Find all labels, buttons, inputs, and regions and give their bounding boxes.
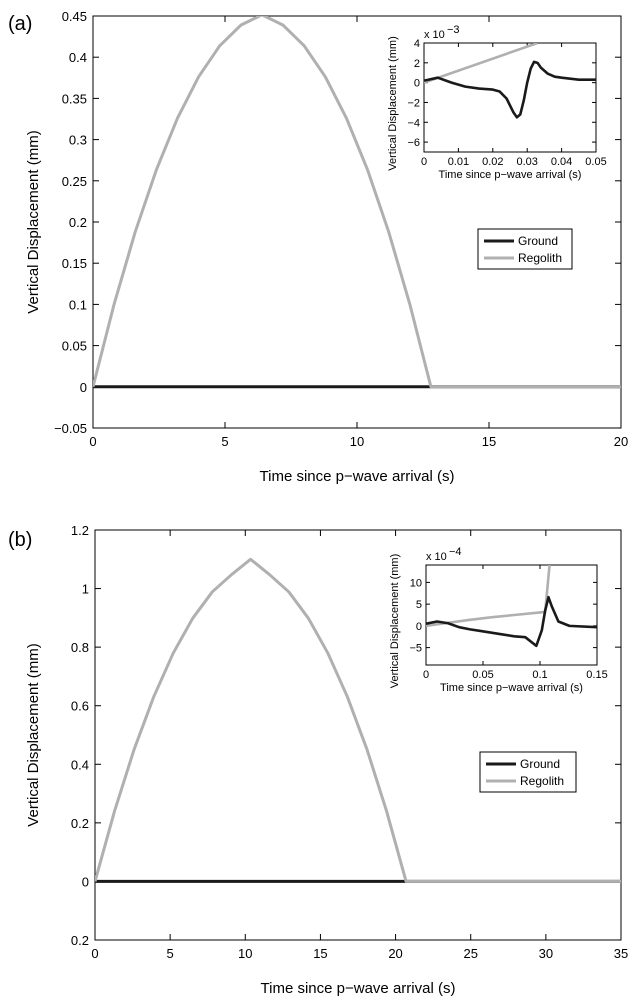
chart1-inset-exponent-power: −3	[447, 24, 460, 36]
chart2-inset-xtick-label: 0.15	[586, 669, 607, 681]
chart2-xtick-label: 25	[463, 946, 477, 961]
chart1-legend	[477, 228, 573, 270]
chart2-xtick-label: 30	[539, 946, 553, 961]
chart2-inset-series-ground	[426, 595, 597, 648]
chart2-ytick-label: 0.8	[71, 640, 89, 655]
chart2-inset-xtick-label: 0.05	[472, 669, 493, 681]
chart1-xtick-label: 20	[614, 434, 628, 449]
chart2-ytick-label: 0	[82, 874, 89, 889]
chart1-inset-ytick-label: 4	[414, 38, 420, 50]
chart1-inset-exponent: x 10	[424, 29, 445, 41]
chart2-x-axis-label: Time since p−wave arrival (s)	[261, 980, 456, 997]
chart1-inset-ytick-label: −6	[407, 137, 420, 149]
chart2-ytick-label: 0.2	[71, 816, 89, 831]
chart1-ytick-label: 0.05	[62, 339, 87, 354]
chart2-inset-exponent: x 10	[426, 551, 447, 563]
chart2-xtick-label: 15	[313, 946, 327, 961]
chart1-series-regolith	[93, 16, 621, 389]
chart1-ytick-label: 0.1	[69, 297, 87, 312]
chart1-inset-xtick-label: 0.01	[448, 156, 469, 168]
chart1-xtick-label: 15	[482, 434, 496, 449]
chart2-y-axis-label: Vertical Displacement (mm)	[25, 643, 42, 826]
chart1-ytick-label: 0.25	[62, 174, 87, 189]
chart1-ytick-label: 0.45	[62, 9, 87, 24]
chart2-inset-x-axis-label: Time since p−wave arrival (s)	[440, 682, 583, 694]
chart2-legend	[479, 751, 577, 793]
chart1-ytick-label: 0.3	[69, 133, 87, 148]
chart2-ytick-label: 1	[82, 582, 89, 597]
chart1-ytick-label: −0.05	[54, 421, 87, 436]
chart2-series-regolith	[95, 557, 621, 883]
chart1-inset-series-regolith	[424, 43, 538, 84]
chart1-legend-label-ground: Ground	[518, 234, 558, 248]
chart2-inset-xtick-label: 0.1	[532, 669, 547, 681]
chart1-xtick-label: 10	[350, 434, 364, 449]
chart2-ytick-label: 0.6	[71, 699, 89, 714]
chart1-xtick-label: 0	[89, 434, 96, 449]
chart2-inset-ytick-label: −5	[409, 643, 422, 655]
chart1-ytick-label: 0	[80, 380, 87, 395]
chart1-inset-xtick-label: 0.05	[585, 156, 606, 168]
chart2-inset-ytick-label: 0	[416, 621, 422, 633]
chart2-inset-exponent-power: −4	[449, 546, 462, 558]
chart1-ytick-label: 0.2	[69, 215, 87, 230]
chart2-xtick-label: 20	[388, 946, 402, 961]
chart1-inset-xtick-label: 0.03	[516, 156, 537, 168]
chart1-inset-y-axis-label: Vertical Displacement (mm)	[387, 36, 399, 170]
chart1-inset-plot-area	[423, 42, 597, 153]
chart2-xtick-label: 0	[91, 946, 98, 961]
chart2-ytick-label: 0.2	[71, 933, 89, 948]
chart2-inset-y-axis-label: Vertical Displacement (mm)	[389, 554, 401, 688]
chart2-xtick-label: 5	[167, 946, 174, 961]
chart2-legend-label-ground: Ground	[520, 757, 560, 771]
chart1-panel-label: (a)	[8, 13, 32, 35]
chart1-legend-label-regolith: Regolith	[518, 251, 562, 265]
chart1-inset-ytick-label: 0	[414, 78, 420, 90]
chart2-legend-label-regolith: Regolith	[520, 774, 564, 788]
chart2-inset-ytick-label: 10	[410, 577, 422, 589]
chart1-xtick-label: 5	[221, 434, 228, 449]
chart2-ytick-label: 0.4	[71, 757, 89, 772]
chart2-xtick-label: 35	[614, 946, 628, 961]
chart1-ytick-label: 0.4	[69, 50, 87, 65]
chart1-inset-x-axis-label: Time since p−wave arrival (s)	[439, 169, 582, 181]
chart1-inset-xtick-label: 0.02	[482, 156, 503, 168]
chart1-inset-ytick-label: −2	[407, 97, 420, 109]
chart1-ytick-label: 0.15	[62, 256, 87, 271]
chart2-inset-xtick-label: 0	[423, 669, 429, 681]
chart1-inset-xtick-label: 0	[421, 156, 427, 168]
chart2-xtick-label: 10	[238, 946, 252, 961]
chart1-inset-ytick-label: 2	[414, 58, 420, 70]
chart1-inset-series-ground	[424, 60, 596, 119]
chart2-inset-ytick-label: 5	[416, 599, 422, 611]
chart1-inset-ytick-label: −4	[407, 117, 420, 129]
chart1-y-axis-label: Vertical Displacement (mm)	[25, 130, 42, 313]
chart1-ytick-label: 0.35	[62, 91, 87, 106]
chart2-panel-label: (b)	[8, 529, 32, 551]
chart2-ytick-label: 1.2	[71, 523, 89, 538]
chart1-inset-xtick-label: 0.04	[551, 156, 572, 168]
chart1-x-axis-label: Time since p−wave arrival (s)	[260, 468, 455, 485]
